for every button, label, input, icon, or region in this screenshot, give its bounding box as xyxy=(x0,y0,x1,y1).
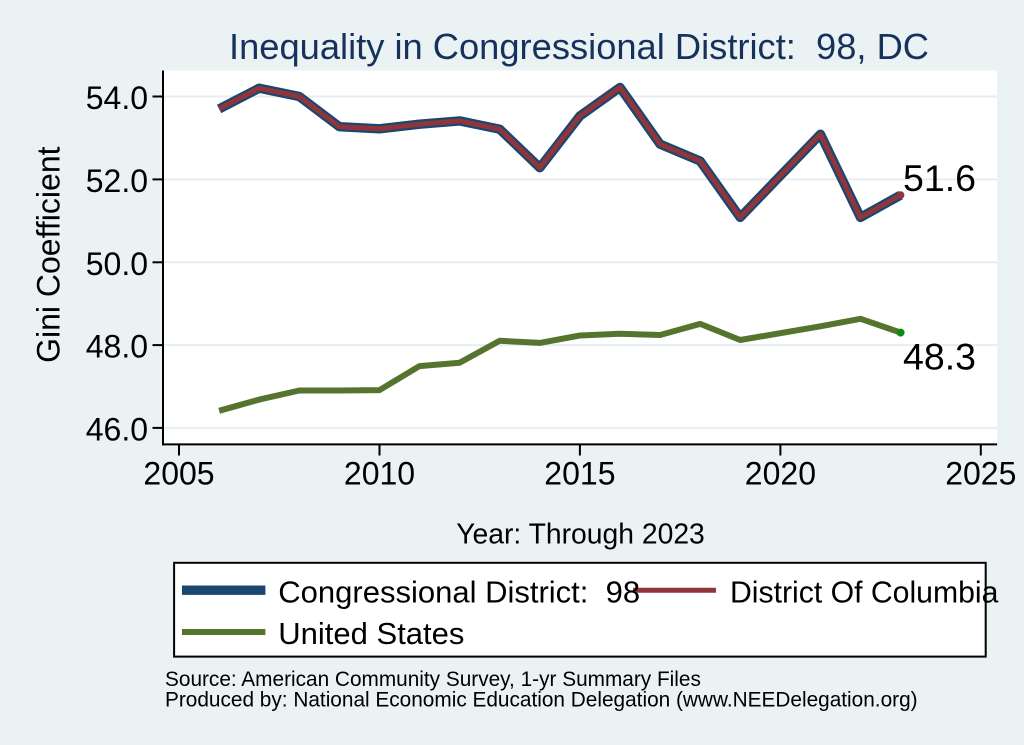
svg-text:2025: 2025 xyxy=(945,456,1016,492)
svg-text:Gini Coefficient: Gini Coefficient xyxy=(31,146,67,363)
svg-text:Source: American Community Sur: Source: American Community Survey, 1-yr … xyxy=(165,668,701,691)
svg-text:51.6: 51.6 xyxy=(903,157,976,199)
svg-text:2015: 2015 xyxy=(544,456,615,492)
svg-text:United States: United States xyxy=(278,616,464,651)
svg-text:50.0: 50.0 xyxy=(86,246,148,282)
svg-text:Inequality in Congressional Di: Inequality in Congressional District: 98… xyxy=(229,26,929,67)
svg-text:District Of Columbia: District Of Columbia xyxy=(730,576,999,609)
svg-text:2010: 2010 xyxy=(344,456,415,492)
svg-text:Congressional District: 98: Congressional District: 98 xyxy=(278,574,640,609)
svg-text:52.0: 52.0 xyxy=(86,163,148,199)
svg-text:54.0: 54.0 xyxy=(86,80,148,116)
svg-text:48.3: 48.3 xyxy=(903,335,976,377)
svg-text:Produced by: National Economic: Produced by: National Economic Education… xyxy=(165,689,918,712)
svg-text:2005: 2005 xyxy=(143,456,214,492)
svg-text:Year: Through 2023: Year: Through 2023 xyxy=(456,517,705,549)
svg-text:2020: 2020 xyxy=(745,456,816,492)
svg-text:46.0: 46.0 xyxy=(86,412,148,448)
svg-text:48.0: 48.0 xyxy=(86,329,148,365)
